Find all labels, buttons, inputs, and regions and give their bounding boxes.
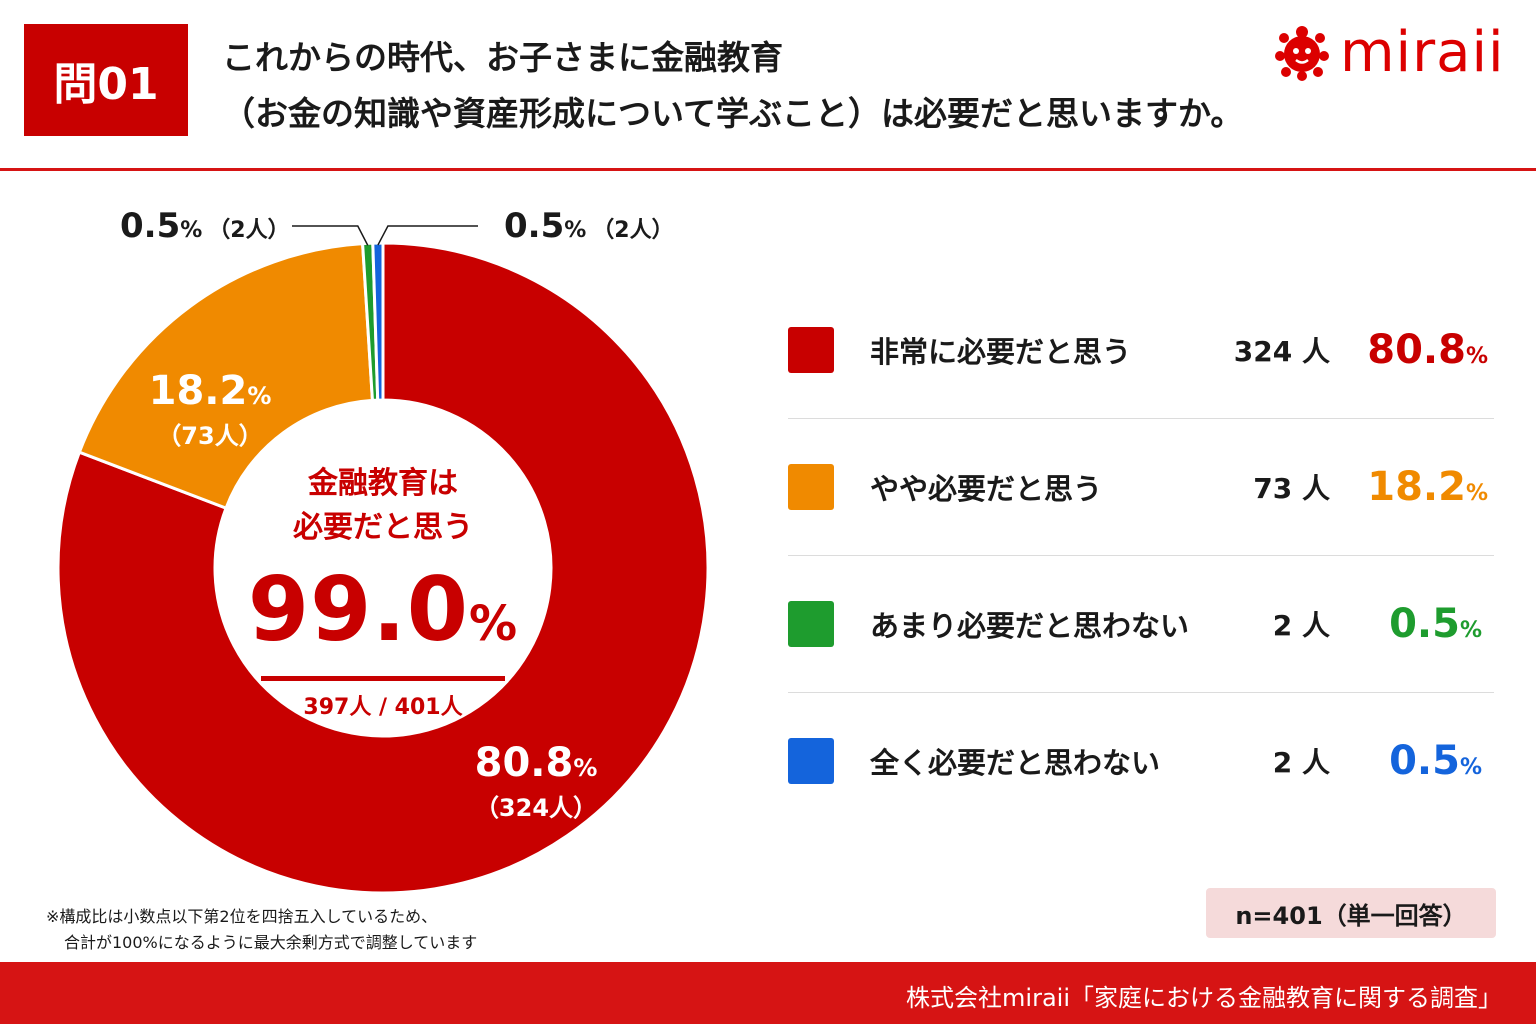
donut-chart [56,225,710,895]
label-red-count: （324人） [474,794,598,822]
title-line-1: これからの時代、お子さまに金融教育 [222,38,783,77]
legend-pct: 80.8% [1367,327,1488,373]
label-slice-orange: 18.2% （73人） [120,368,300,451]
legend-row: やや必要だと思う 73 人 18.2% [788,418,1494,555]
legend-row: 全く必要だと思わない 2 人 0.5% [788,692,1494,829]
legend-swatch-green [788,601,834,647]
legend-pct: 18.2% [1367,464,1488,510]
label-blue-count: （2人） [592,218,674,243]
slice-very-necessary [56,241,710,895]
header-divider [0,168,1536,171]
logo-text: miraii [1340,19,1505,85]
legend-label: 全く必要だと思わない [870,746,1161,780]
title-line-2: （お金の知識や資産形成について学ぶこと）は必要だと思いますか。 [222,94,1244,133]
legend-label: あまり必要だと思わない [870,609,1190,643]
legend-count: 2 人 [1272,609,1330,642]
legend-label: 非常に必要だと思う [870,335,1132,369]
slice-not-necessary [371,241,385,402]
legend-count: 324 人 [1233,335,1330,368]
footer-source: 株式会社miraii「家庭における金融教育に関する調査」 [906,984,1502,1012]
legend-row: 非常に必要だと思う 324 人 80.8% [788,282,1494,418]
label-orange-pct: 18.2 [148,368,248,414]
center-underline [261,676,505,681]
center-ratio: 397人 / 401人 [303,695,463,720]
label-orange-count: （73人） [157,422,263,450]
footer-bar: 株式会社miraii「家庭における金融教育に関する調査」 [0,962,1536,1024]
question-badge: 問01 [24,24,188,136]
label-green-pct: 0.5 [120,206,181,246]
center-total-pct: 99.0% [247,558,519,661]
legend-pct: 0.5% [1389,601,1482,647]
brand-logo: miraii [1272,19,1522,85]
label-slice-red: 80.8% （324人） [446,740,626,823]
leader-line-blue [377,225,478,246]
label-slice-blue: 0.5% （2人） [504,206,674,246]
center-line-2: 必要だと思う [293,510,473,545]
label-blue-pct: 0.5 [504,206,565,246]
legend-pct: 0.5% [1389,738,1482,784]
legend-count: 73 人 [1253,472,1330,505]
legend: 非常に必要だと思う 324 人 80.8% やや必要だと思う 73 人 18.2… [788,282,1494,829]
legend-swatch-red [788,327,834,373]
legend-swatch-orange [788,464,834,510]
center-line-1: 金融教育は [308,466,458,501]
slice-somewhat-necessary [77,242,375,511]
sample-size-badge: n=401（単一回答） [1206,888,1496,938]
legend-count: 2 人 [1272,746,1330,779]
leader-line-green [292,225,369,246]
legend-label: やや必要だと思う [870,472,1103,506]
page-title: これからの時代、お子さまに金融教育 （お金の知識や資産形成について学ぶこと）は必… [222,30,1243,142]
label-red-pct: 80.8 [474,740,574,786]
legend-row: あまり必要だと思わない 2 人 0.5% [788,555,1494,692]
mascot-logo-icon [1275,26,1329,81]
donut-center: 金融教育は 必要だと思う 99.0% 397人 / 401人 [238,462,528,721]
label-green-count: （2人） [208,218,290,243]
label-slice-green: 0.5% （2人） [120,206,290,246]
legend-swatch-blue [788,738,834,784]
footnote: ※構成比は小数点以下第2位を四捨五入しているため、 合計が100%になるように最… [46,904,477,956]
footnote-line-1: ※構成比は小数点以下第2位を四捨五入しているため、 [46,907,438,926]
footnote-line-2: 合計が100%になるように最大余剰方式で調整しています [64,933,478,952]
